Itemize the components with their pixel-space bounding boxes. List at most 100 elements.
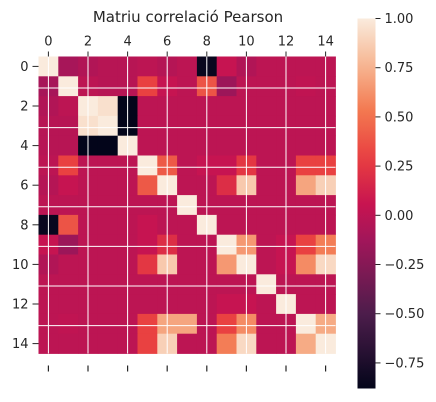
heatmap-cell [295,175,317,196]
x-tick-label: 8 [203,35,211,50]
heatmap-cell [177,333,198,354]
colorbar-tick-label: 0.00 [385,209,414,224]
heatmap-cell [137,175,158,196]
heatmap-cell [97,76,119,97]
colorbar-ticks: 1.00 0.75 0.50 0.25 0.00 −0.25 −0.50 −0.75 [375,12,425,371]
heatmap-cell [137,254,158,275]
heatmap-cell [58,254,79,275]
heatmap-cell [295,115,317,137]
x-tick-label: 4 [123,35,131,50]
heatmap-cell [177,175,198,196]
heatmap-cell [216,313,237,335]
x-tick-label: 14 [317,35,334,50]
heatmap-cell [256,175,277,196]
heatmap-cell [177,135,198,156]
heatmap-cell [97,234,119,255]
y-tick-label: 12 [12,298,29,313]
heatmap-cell [58,76,79,97]
heatmap-cell [137,56,158,77]
heatmap-cell [256,333,277,354]
heatmap-cell [216,294,237,315]
heatmap-cell [295,254,317,275]
colorbar-tick-label: −0.75 [385,356,425,371]
heatmap-cell [97,195,119,216]
heatmap-cell [216,333,237,354]
heatmap-cell [256,313,277,335]
heatmap-cell [58,274,79,295]
heatmap-cell [97,294,119,315]
heatmap-cell [58,294,79,315]
y-tick-label: 14 [12,337,29,352]
colorbar-tick-label: 0.50 [385,110,414,125]
heatmap-cell [295,294,317,315]
heatmap-cell [216,76,237,97]
heatmap-cell [295,195,317,216]
heatmap-cell [137,76,158,97]
heatmap-cell [295,274,317,295]
heatmap-cell [295,76,317,97]
heatmap-cell [216,214,237,236]
y-tick-label: 6 [20,179,28,194]
heatmap-cell [216,56,237,77]
heatmap-cells [38,56,336,354]
heatmap-cell [137,313,158,335]
heatmap-cell [177,76,198,97]
heatmap-cell [177,214,198,236]
heatmap-cell [295,234,317,255]
heatmap-cell [216,254,237,275]
x-tick-label: 2 [84,35,92,50]
heatmap-cell [256,234,277,255]
heatmap-cell [256,56,277,77]
colorbar-tick-label: −0.50 [385,307,425,322]
heatmap-cell [97,135,119,156]
y-tick-label: 2 [20,100,28,115]
heatmap-cell [97,96,119,117]
heatmap-cell [58,175,79,196]
heatmap-cell [256,115,277,137]
colorbar-gradient [357,18,376,389]
heatmap-cell [97,214,119,236]
heatmap-cell [58,96,79,117]
heatmap-cell [97,313,119,335]
heatmap-cell [58,56,79,77]
heatmap-cell [137,195,158,216]
heatmap-cell [295,96,317,117]
x-tick-label: 12 [278,35,295,50]
heatmap-cell [256,195,277,216]
x-axis-ticks: 0 2 4 6 8 10 12 14 [44,35,334,372]
colorbar [357,18,376,389]
heatmap-cell [97,274,119,295]
heatmap-cell [295,214,317,236]
heatmap-cell [295,313,317,335]
y-tick-label: 0 [20,60,28,75]
heatmap-cell [177,294,198,315]
heatmap-cell [137,135,158,156]
heatmap-cell [177,115,198,137]
heatmap-cell [295,155,317,176]
heatmap-cell [256,254,277,275]
heatmap-cell [97,175,119,196]
heatmap-cell [256,274,277,295]
colorbar-tick-label: 0.75 [385,61,414,76]
x-tick-label: 6 [163,35,171,50]
heatmap-cell [216,155,237,176]
heatmap-cell [177,195,198,216]
heatmap-cell [295,56,317,77]
heatmap-cell [216,234,237,255]
heatmap-cell [256,214,277,236]
y-tick-label: 8 [20,218,28,233]
heatmap-cell [177,155,198,176]
heatmap-cell [58,155,79,176]
heatmap-cell [177,56,198,77]
x-tick-label: 10 [238,35,255,50]
chart-title: Matriu correlació Pearson [93,8,283,26]
y-tick-label: 10 [12,258,29,273]
heatmap-cell [137,333,158,354]
heatmap-cell [58,313,79,335]
heatmap-cell [137,274,158,295]
heatmap-cell [216,96,237,117]
heatmap-cell [97,333,119,354]
heatmap-cell [97,56,119,77]
heatmap-cell [58,234,79,255]
